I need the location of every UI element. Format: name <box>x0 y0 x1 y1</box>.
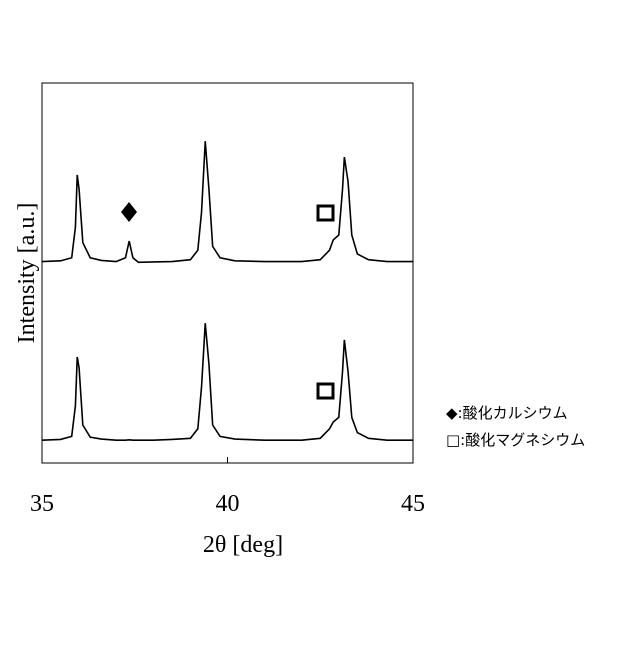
magnesium-oxide-marker <box>318 206 333 220</box>
magnesium-oxide-marker <box>318 384 333 398</box>
x-axis-label: 2θ [deg] <box>203 532 283 558</box>
calcium-oxide-marker <box>121 202 137 222</box>
chart: 2θ [deg] Intensity [a.u.] ◆:酸化カルシウム □:酸化… <box>0 0 640 640</box>
x-tick-label: 35 <box>30 491 54 517</box>
legend-entry: ◆:酸化カルシウム <box>446 404 568 422</box>
xrd-trace <box>42 141 413 262</box>
xrd-trace <box>42 323 413 440</box>
legend-entry: □:酸化マグネシウム <box>446 431 585 449</box>
plot-frame <box>42 83 413 463</box>
y-axis-label: Intensity [a.u.] <box>14 203 40 344</box>
x-tick-label: 40 <box>216 491 240 517</box>
x-tick-label: 45 <box>401 491 425 517</box>
